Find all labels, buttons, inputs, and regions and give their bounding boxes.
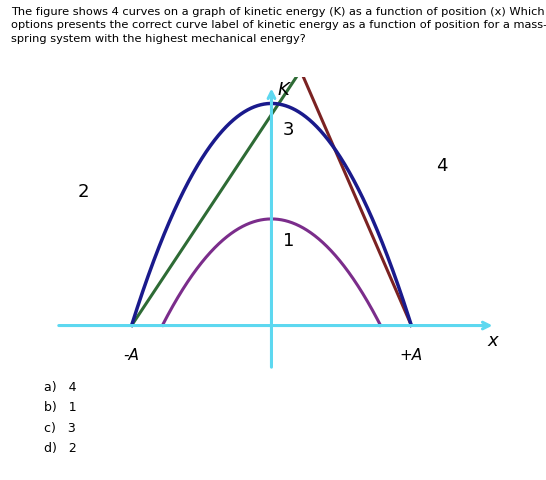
Text: c)   3: c) 3 <box>44 421 75 434</box>
Text: +A: +A <box>400 348 423 363</box>
Text: 4: 4 <box>437 156 448 175</box>
Text: K: K <box>277 81 289 99</box>
Text: a)   4: a) 4 <box>44 381 76 394</box>
Text: The figure shows 4 curves on a graph of kinetic energy (K) as a function of posi: The figure shows 4 curves on a graph of … <box>11 7 546 44</box>
Text: 2: 2 <box>78 183 90 201</box>
Text: 1: 1 <box>283 232 294 250</box>
Text: -A: -A <box>123 348 139 363</box>
Text: 3: 3 <box>283 121 294 139</box>
Text: x: x <box>487 332 498 350</box>
Text: b)   1: b) 1 <box>44 401 76 414</box>
Text: d)   2: d) 2 <box>44 442 76 455</box>
